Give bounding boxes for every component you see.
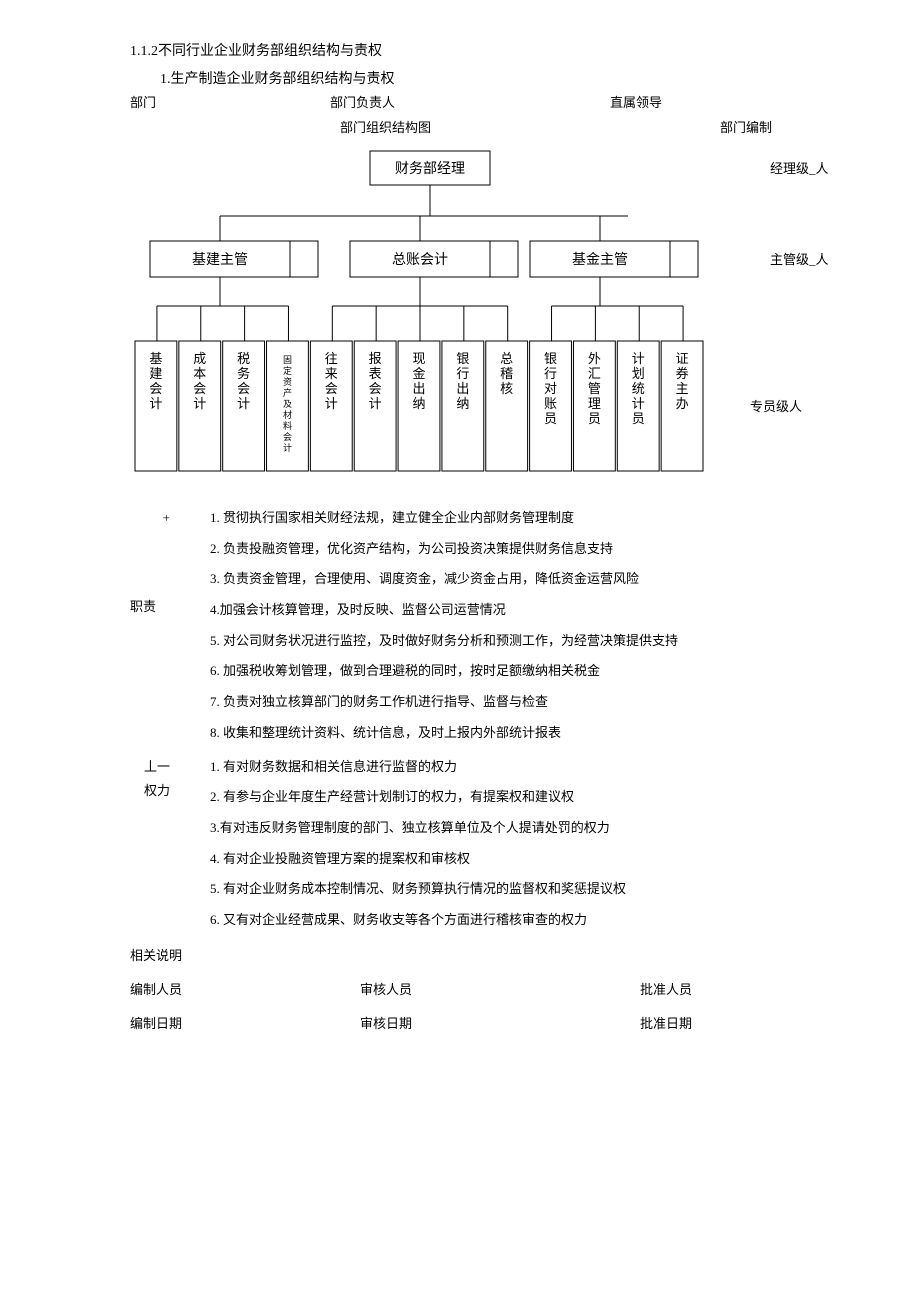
- org-chart: 财务部经理经理级_人基建主管总账会计基金主管主管级_人基建会计成本会计税务会计固…: [130, 146, 790, 486]
- duty-item: 6. 加强税收筹划管理，做到合理避税的同时，按时足额缴纳相关税金: [210, 659, 890, 684]
- footer-row-2: 编制日期 审核日期 批准日期: [30, 1011, 890, 1037]
- power-item: 4. 有对企业投融资管理方案的提案权和审核权: [210, 847, 890, 872]
- header-head: 部门负责人: [330, 92, 610, 111]
- powers-label: 权力: [30, 779, 170, 804]
- svg-text:基建会计: 基建会计: [149, 351, 162, 411]
- power-item: 3.有对违反财务管理制度的部门、独立核算单位及个人提请处罚的权力: [210, 816, 890, 841]
- footer-review-person: 审核人员: [360, 977, 640, 1003]
- duties-list: 1. 贯彻执行国家相关财经法规，建立健全企业内部财务管理制度 2. 负责投融资管理…: [210, 506, 890, 752]
- svg-text:税务会计: 税务会计: [237, 351, 250, 411]
- svg-text:总账会计: 总账会计: [392, 252, 448, 268]
- duty-item: 3. 负责资金管理，合理使用、调度资金，减少资金占用，降低资金运营风险: [210, 567, 890, 592]
- svg-text:证券主办: 证券主办: [676, 351, 689, 411]
- header-leader: 直属领导: [610, 92, 662, 111]
- svg-text:外汇管理员: 外汇管理员: [588, 351, 601, 426]
- chart-title: 部门组织结构图: [340, 117, 720, 136]
- svg-text:总稽核: 总稽核: [500, 351, 513, 396]
- duty-item: 7. 负责对独立核算部门的财务工作机进行指导、监督与检查: [210, 690, 890, 715]
- svg-text:现金出纳: 现金出纳: [412, 351, 425, 411]
- svg-text:计划统计员: 计划统计员: [632, 351, 645, 426]
- duties-block: + 1. 贯彻执行国家相关财经法规，建立健全企业内部财务管理制度 2. 负责投融资…: [30, 506, 890, 615]
- power-item: 6. 又有对企业经营成果、财务收支等各个方面进行稽核审查的权力: [210, 908, 890, 933]
- staffing-label: 部门编制: [720, 117, 772, 136]
- svg-text:基金主管: 基金主管: [572, 251, 628, 268]
- svg-text:财务部经理: 财务部经理: [395, 161, 465, 177]
- svg-text:报表会计: 报表会计: [369, 351, 382, 411]
- duty-item: 1. 贯彻执行国家相关财经法规，建立健全企业内部财务管理制度: [210, 506, 890, 531]
- powers-list: 1. 有对财务数据和相关信息进行监督的权力 2. 有参与企业年度生产经营计划制订的…: [210, 755, 890, 939]
- svg-text:固定资产及材料会计: 固定资产及材料会计: [283, 355, 292, 453]
- footer-approve-person: 批准人员: [640, 977, 692, 1003]
- footer-prep-person: 编制人员: [130, 977, 360, 1003]
- svg-text:银行出纳: 银行出纳: [456, 351, 469, 411]
- svg-text:主管级_人: 主管级_人: [770, 252, 829, 267]
- duty-item: 5. 对公司财务状况进行监控，及时做好财务分析和预测工作，为经营决策提供支持: [210, 629, 890, 654]
- duty-item: 8. 收集和整理统计资料、统计信息，及时上报内外部统计报表: [210, 721, 890, 746]
- section-number: 1.1.2不同行业企业财务部组织结构与责权: [130, 40, 890, 60]
- footer-prep-date: 编制日期: [130, 1011, 360, 1037]
- footer-row-1: 编制人员 审核人员 批准人员: [30, 977, 890, 1003]
- duty-item: 2. 负责投融资管理，优化资产结构，为公司投资决策提供财务信息支持: [210, 537, 890, 562]
- footer-review-date: 审核日期: [360, 1011, 640, 1037]
- svg-text:成本会计: 成本会计: [193, 351, 206, 411]
- power-item: 5. 有对企业财务成本控制情况、财务预算执行情况的监督权和奖惩提议权: [210, 877, 890, 902]
- powers-marker: 丄一: [30, 755, 170, 780]
- powers-side: 丄一 权力: [30, 755, 210, 804]
- duties-marker: +: [163, 510, 170, 525]
- svg-text:专员级人: 专员级人: [750, 399, 802, 414]
- power-item: 1. 有对财务数据和相关信息进行监督的权力: [210, 755, 890, 780]
- chart-title-row: 部门组织结构图 部门编制: [30, 117, 890, 136]
- footer-approve-date: 批准日期: [640, 1011, 692, 1037]
- svg-text:经理级_人: 经理级_人: [770, 161, 829, 176]
- note-label: 相关说明: [130, 943, 890, 969]
- powers-block: 丄一 权力 1. 有对财务数据和相关信息进行监督的权力 2. 有参与企业年度生产经…: [30, 755, 890, 939]
- svg-text:银行对账员: 银行对账员: [544, 351, 557, 426]
- header-row: 部门 部门负责人 直属领导: [30, 92, 890, 111]
- header-dept: 部门: [130, 92, 330, 111]
- svg-text:往来会计: 往来会计: [325, 351, 338, 411]
- duties-side: +: [30, 506, 210, 531]
- power-item: 2. 有参与企业年度生产经营计划制订的权力，有提案权和建议权: [210, 785, 890, 810]
- subsection-title: 1.生产制造企业财务部组织结构与责权: [160, 68, 890, 88]
- duties-label: 职责: [130, 599, 156, 614]
- svg-text:基建主管: 基建主管: [192, 251, 248, 268]
